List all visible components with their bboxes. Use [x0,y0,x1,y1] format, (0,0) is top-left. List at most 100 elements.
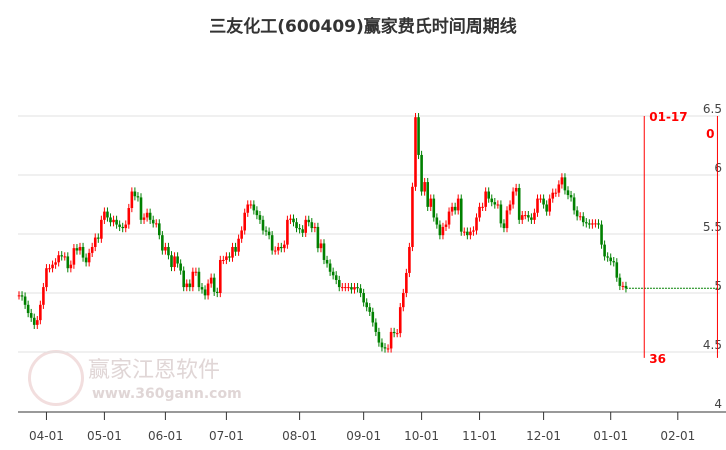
candle-body [505,210,509,229]
candle-body [32,317,36,325]
candle-body [499,204,503,224]
candle-body [350,287,353,290]
candle-body [548,198,551,212]
x-tick-label: 08-01 [282,429,317,443]
candle-body [276,246,280,251]
candle-body [572,197,576,211]
candle-body [359,288,362,293]
candle-body [54,262,57,265]
watermark-url: www.360gann.com [92,386,242,402]
candle-body [362,293,365,303]
candle-body [219,259,222,293]
candle-body [23,296,27,305]
candle-body [29,313,33,318]
candle-body [527,215,530,218]
candle-body [502,223,506,229]
candle-body [124,224,128,229]
candle-body [508,204,512,211]
candle-body [524,215,527,217]
candle-body [93,237,97,247]
candle-body [292,218,295,223]
candle-body [408,246,411,273]
candle-body [112,219,115,223]
candle-body [36,320,39,325]
candle-body [197,271,201,288]
candle-body [383,347,387,349]
candle-body [179,263,182,271]
candle-body [536,198,539,213]
candle-body [118,224,121,227]
y-tick-label: 6 [714,161,722,175]
candle-body [167,246,170,256]
candle-body [472,230,475,232]
candle-body [215,291,219,293]
candle-body [158,223,161,236]
candle-body [353,287,356,290]
candle-body [514,187,518,192]
candle-body [267,231,271,236]
candle-body [517,187,521,220]
candle-body [530,217,533,220]
candle-body [411,186,414,247]
candle-body [161,235,164,251]
candle-body [374,322,378,332]
candle-body [484,191,487,207]
candle-body [84,257,88,263]
candle-body [109,217,112,223]
candle-body [72,248,76,265]
candle-body [313,226,317,229]
candle-body [322,243,326,260]
y-tick-label: 6.5 [703,102,722,116]
candle-body [533,212,536,220]
candle-body [283,244,286,249]
candle-body [255,210,259,216]
candle-body [130,191,134,209]
candle-body [481,206,484,208]
candle-body [578,216,582,218]
candle-body [310,222,314,229]
x-tick-label: 10-01 [404,429,439,443]
candle-body [456,198,460,211]
candle-body [441,226,445,236]
candle-body [560,177,564,185]
candle-body [341,287,344,289]
candle-body [551,192,555,199]
candle-body [170,255,173,268]
x-tick-label: 01-01 [593,429,628,443]
x-tick-label: 11-01 [462,429,497,443]
candle-body [145,212,149,218]
x-tick-label: 02-01 [660,429,695,443]
candle-body [402,293,405,308]
candle-body [380,342,384,348]
candle-body [307,219,311,223]
candle-body [618,277,622,286]
candle-body [325,259,329,264]
candle-body [185,283,189,288]
candle-body [450,206,454,212]
candle-body [429,198,433,207]
candle-body [194,271,198,273]
candle-body [432,198,436,218]
candle-body [603,244,606,257]
x-tick-label: 07-01 [209,429,244,443]
candle-body [200,287,204,290]
candle-body [356,287,359,289]
candle-body [63,256,67,258]
candle-body [121,226,124,229]
candle-body [554,192,558,194]
candle-body [539,198,542,200]
candle-body [237,238,240,252]
candle-body [295,222,298,229]
candle-body [231,246,234,258]
candle-body [414,117,417,187]
candle-body [493,202,497,205]
candle-body [100,219,103,239]
candle-body [581,216,585,223]
candle-body [621,285,625,287]
candle-body [97,237,100,239]
y-tick-label: 4 [714,397,722,411]
candle-body [334,275,338,281]
candle-body [365,302,368,308]
y-tick-label: 5 [714,279,722,293]
